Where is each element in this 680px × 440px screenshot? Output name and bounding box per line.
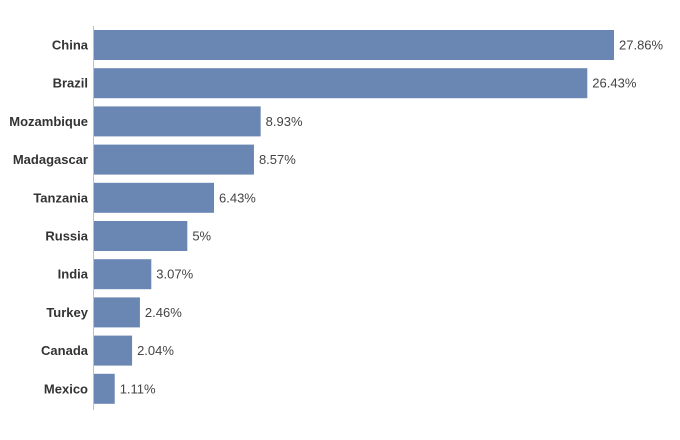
category-label-mexico: Mexico	[44, 381, 88, 396]
value-label-mexico: 1.11%	[120, 381, 156, 396]
category-label-brazil: Brazil	[53, 76, 88, 91]
category-label-tanzania: Tanzania	[33, 190, 88, 205]
value-label-mozambique: 8.93%	[266, 114, 303, 129]
bar-tanzania	[94, 182, 215, 213]
value-label-brazil: 26.43%	[592, 76, 637, 91]
category-label-mozambique: Mozambique	[9, 114, 88, 129]
value-label-india: 3.07%	[156, 267, 193, 282]
bar-india	[94, 259, 152, 290]
value-label-tanzania: 6.43%	[219, 190, 256, 205]
value-label-canada: 2.04%	[137, 343, 174, 358]
bar-madagascar	[94, 144, 254, 175]
bar-china	[94, 30, 614, 60]
bar-canada	[94, 335, 133, 366]
value-label-russia: 5%	[192, 229, 211, 244]
bar-brazil	[94, 68, 588, 99]
category-label-china: China	[52, 38, 89, 53]
bars-group: China 27.86% Brazil 26.43% Mozambique 8.93% Ma…	[9, 30, 664, 404]
value-label-turkey: 2.46%	[145, 305, 182, 320]
bar-mozambique	[94, 106, 261, 137]
bar-mexico	[94, 373, 115, 404]
category-label-canada: Canada	[41, 343, 89, 358]
bar-turkey	[94, 297, 140, 328]
value-label-china: 27.86%	[619, 38, 664, 53]
category-label-madagascar: Madagascar	[13, 152, 88, 167]
category-label-russia: Russia	[45, 229, 88, 244]
category-label-india: India	[58, 267, 89, 282]
bar-russia	[94, 221, 188, 251]
value-label-madagascar: 8.57%	[259, 152, 296, 167]
category-label-turkey: Turkey	[46, 305, 88, 320]
